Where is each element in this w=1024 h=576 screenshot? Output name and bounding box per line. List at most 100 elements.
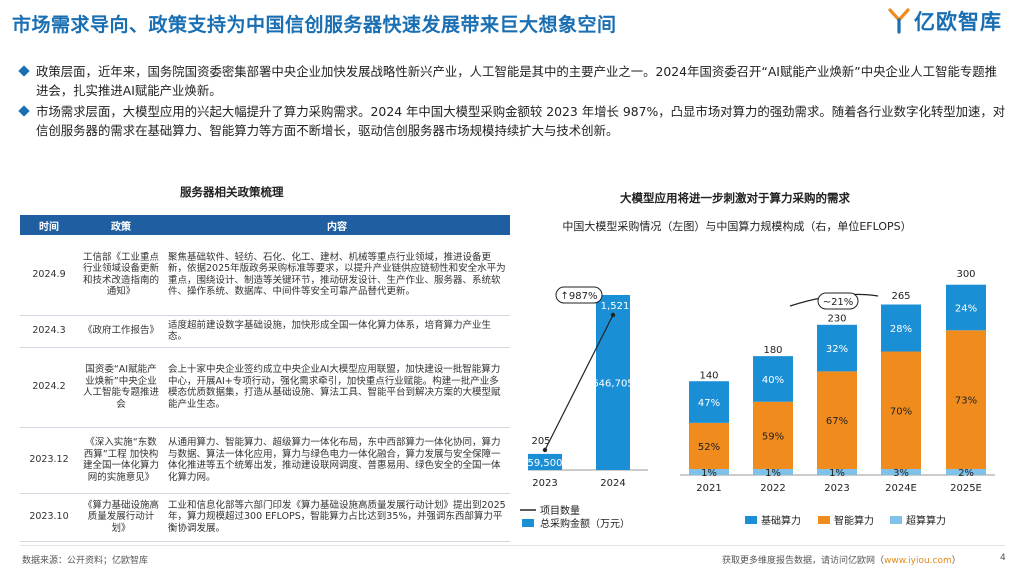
total-label: 140	[699, 370, 718, 381]
stacked-bar-segment	[689, 381, 729, 423]
cell-policy: 国资委“AI赋能产业焕新”中央企业人工智能专题推进会	[78, 347, 164, 428]
chart-title: 中国大模型采购情况（左图）与中国算力规模构成（右，单位EFLOPS）	[562, 219, 911, 233]
chart-section-title: 大模型应用将进一步刺激对于算力采购的需求	[620, 191, 850, 205]
legend-swatch	[818, 516, 830, 524]
stacked-bar-segment	[817, 324, 857, 372]
cell-content: 聚焦基础软件、轻纺、石化、化工、建材、机械等重点行业领域，推进设备更新，依据20…	[164, 235, 510, 316]
legend-label: 智能算力	[834, 514, 874, 527]
count-label: 1,521	[601, 301, 630, 312]
growth-arrow	[789, 293, 879, 307]
cell-content: 从通用算力、智能算力、超级算力一体化布局，东中西部算力一体化协同，算力与数据、算…	[164, 427, 510, 494]
x-tick-label: 2023	[532, 478, 557, 489]
segment-label: 32%	[826, 344, 848, 355]
footer-more-end: ）	[951, 556, 961, 566]
stacked-bar-segment	[946, 284, 986, 331]
stacked-bar-segment	[689, 422, 729, 469]
legend-amount-swatch	[522, 519, 534, 527]
footer-link[interactable]: www.iyiou.com	[884, 556, 952, 566]
footer-divider	[20, 545, 1005, 546]
table-row: 2024.3 《政府工作报告》 适度超前建设数字基础设施，加快形成全国一体化算力…	[20, 315, 510, 348]
stacked-bar-segment	[881, 304, 921, 352]
cell-time: 2024.9	[20, 235, 78, 316]
logo[interactable]: 亿欧智库	[888, 6, 1002, 36]
stacked-bar-segment	[753, 401, 793, 469]
segment-label: 52%	[698, 442, 720, 453]
header-policy: 政策	[78, 215, 164, 235]
footer-more-text: 获取更多维度报告数据，请访问亿欧网（	[722, 556, 885, 566]
x-tick-label: 2022	[760, 483, 785, 494]
stacked-bar-segment	[881, 351, 921, 469]
segment-label: 24%	[955, 304, 977, 315]
segment-label: 1%	[701, 468, 717, 479]
x-tick-label: 2024	[600, 478, 625, 489]
bullet-list: 政策层面，近年来，国务院国资委密集部署中央企业加快发展战略性新兴产业，人工智能是…	[18, 62, 1008, 142]
x-tick-label: 2024E	[885, 483, 917, 494]
table-row: 2024.9 工信部《工业重点行业领域设备更新和技术改造指南的通知》 聚焦基础软…	[20, 235, 510, 316]
segment-label: 47%	[698, 398, 720, 409]
bullet-market: 市场需求层面，大模型应用的兴起大幅提升了算力采购需求。2024 年中国大模型采购…	[18, 102, 1008, 140]
cell-time: 2023.10	[20, 493, 78, 542]
legend-amount-label: 总采购金额（万元）	[540, 517, 630, 530]
segment-label: 70%	[890, 406, 912, 417]
x-tick-label: 2025E	[950, 483, 982, 494]
x-tick-label: 2021	[696, 483, 721, 494]
table-header-row: 时间 政策 内容	[20, 215, 510, 235]
stacked-bar-segment	[946, 469, 986, 475]
segment-label: 73%	[955, 396, 977, 407]
segment-label: 2%	[958, 468, 974, 479]
table-row: 2023.10 《算力基础设施高质量发展行动计划》 工业和信息化部等六部门印发《…	[20, 493, 510, 542]
cell-time: 2024.2	[20, 347, 78, 428]
amount-bar	[528, 453, 562, 470]
legend-count-label: 项目数量	[540, 504, 580, 517]
segment-label: 1%	[829, 468, 845, 479]
legend-swatch	[890, 516, 902, 524]
stacked-bar-segment	[689, 469, 729, 475]
cell-content: 适度超前建设数字基础设施，加快形成全国一体化算力体系，培育算力产业生态。	[164, 315, 510, 348]
stacked-bar-segment	[817, 469, 857, 475]
data-source: 数据来源：公开资料；亿欧智库	[22, 556, 149, 566]
cell-policy: 工信部《工业重点行业领域设备更新和技术改造指南的通知》	[78, 235, 164, 316]
x-tick-label: 2023	[824, 483, 849, 494]
legend-label: 基础算力	[761, 514, 801, 527]
logo-text: 亿欧智库	[914, 10, 1002, 34]
policy-table: 时间 政策 内容 2024.9 工信部《工业重点行业领域设备更新和技术改造指南的…	[20, 215, 510, 542]
yiou-logo-icon	[888, 8, 910, 34]
header-content: 内容	[164, 215, 510, 235]
count-point	[610, 312, 616, 318]
cell-policy: 《政府工作报告》	[78, 315, 164, 348]
table-row: 2023.12 《深入实施“东数西算”工程 加快构建全国一体化算力网的实施意见》…	[20, 427, 510, 494]
cell-time: 2024.3	[20, 315, 78, 348]
stacked-bar-segment	[753, 356, 793, 402]
total-label: 180	[763, 345, 782, 356]
stacked-bar-segment	[881, 469, 921, 475]
header-time: 时间	[20, 215, 78, 235]
bullet-policy: 政策层面，近年来，国务院国资委密集部署中央企业加快发展战略性新兴产业，人工智能是…	[18, 62, 1008, 100]
cell-time: 2023.12	[20, 427, 78, 494]
growth-label: ~21%	[823, 297, 854, 308]
table-row: 2024.2 国资委“AI赋能产业焕新”中央企业人工智能专题推进会 会上十家中央…	[20, 347, 510, 428]
segment-label: 59%	[762, 431, 784, 442]
total-label: 300	[956, 269, 975, 280]
amount-bar	[596, 295, 630, 470]
page-number: 4	[1000, 553, 1006, 563]
segment-label: 3%	[893, 468, 909, 479]
cell-policy: 《深入实施“东数西算”工程 加快构建全国一体化算力网的实施意见》	[78, 427, 164, 494]
footer-more: 获取更多维度报告数据，请访问亿欧网（www.iyiou.com）	[722, 553, 961, 566]
legend-swatch	[745, 516, 757, 524]
cell-policy: 《算力基础设施高质量发展行动计划》	[78, 493, 164, 542]
segment-label: 40%	[762, 375, 784, 386]
segment-label: 28%	[890, 324, 912, 335]
page-title: 市场需求导向、政策支持为中国信创服务器快速发展带来巨大想象空间	[12, 14, 617, 36]
total-label: 265	[891, 291, 910, 302]
growth-badge	[555, 286, 603, 304]
count-point	[542, 447, 548, 453]
stacked-bar-segment	[946, 330, 986, 469]
cell-content: 工业和信息化部等六部门印发《算力基础设施高质量发展行动计划》提出到2025年，算…	[164, 493, 510, 542]
legend-label: 超算算力	[906, 514, 946, 527]
stacked-bar-segment	[753, 469, 793, 475]
segment-label: 67%	[826, 416, 848, 427]
growth-badge	[817, 292, 859, 310]
segment-label: 1%	[765, 468, 781, 479]
count-line	[544, 314, 614, 451]
count-label: 205	[531, 436, 550, 447]
